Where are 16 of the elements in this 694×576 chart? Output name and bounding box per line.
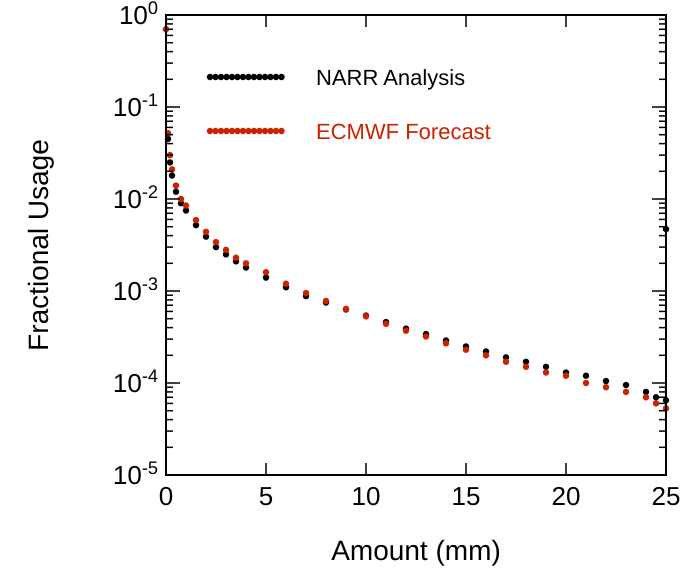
- x-tick-label: 25: [652, 481, 680, 511]
- x-tick-label: 20: [552, 481, 580, 511]
- y-tick-label: 10$^{-4}$: [112, 366, 158, 398]
- x-tick-label: 10: [352, 481, 380, 511]
- legend-label: ECMWF Forecast: [316, 119, 491, 144]
- x-tick-label: 15: [452, 481, 480, 511]
- y-axis-title: Fractional Usage: [23, 139, 54, 351]
- y-tick-label: 10$^{-2}$: [112, 182, 158, 214]
- y-tick-label: 10$^{-1}$: [112, 90, 158, 122]
- y-tick-label: 10$^{-5}$: [112, 458, 158, 490]
- x-tick-label: 0: [158, 481, 174, 511]
- x-tick-label: 5: [258, 481, 274, 511]
- y-tick-label: 10$^{0}$: [118, 0, 158, 30]
- legend-label: NARR Analysis: [316, 65, 466, 90]
- x-axis-title: Amount (mm): [331, 535, 501, 566]
- y-tick-label: 10$^{-3}$: [112, 274, 158, 306]
